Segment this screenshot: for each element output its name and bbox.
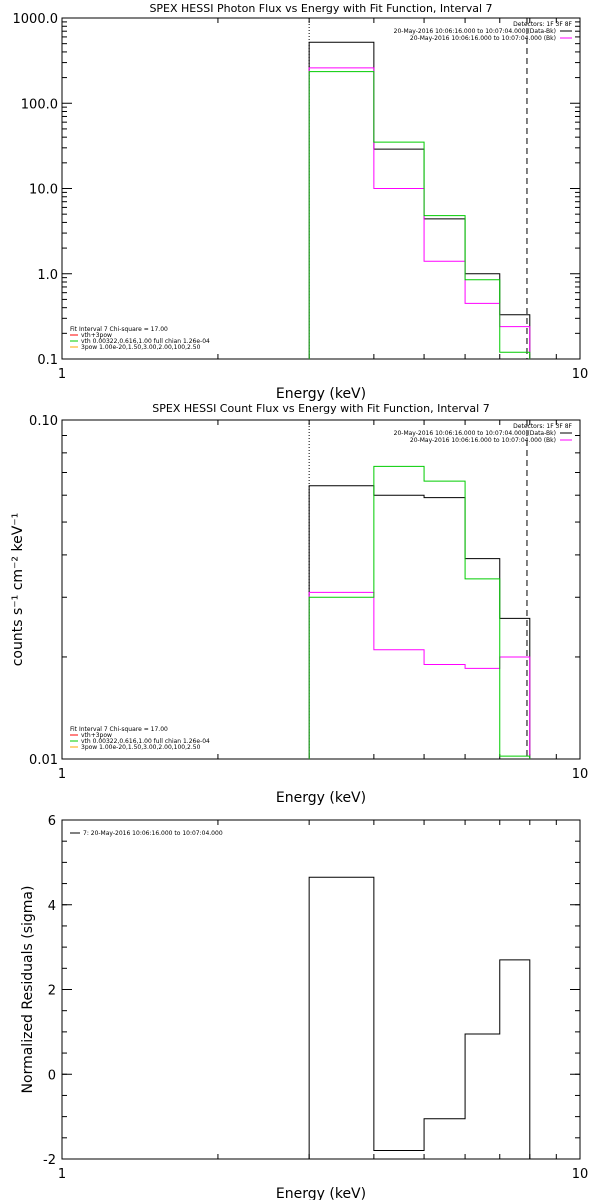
y-tick-label: 0.1: [37, 353, 58, 368]
legend-entry: 20-May-2016 10:06:16.000 to 10:07:04.000…: [410, 35, 556, 42]
y-tick-label: 0.10: [29, 414, 58, 429]
plot-frame: [61, 819, 581, 1160]
chart-panel-1: SPEX HESSI Photon Flux vs Energy with Fi…: [13, 2, 589, 402]
y-tick-label: -2: [43, 1153, 56, 1168]
y-axis-label: Normalized Residuals (sigma): [20, 886, 36, 1094]
legend-entry: 20-May-2016 10:06:16.000 to 10:07:04.000…: [394, 430, 556, 437]
series-line-2: [308, 67, 531, 359]
plot-frame: [61, 17, 581, 360]
legend-entry: 3pow 1.00e-20,1.50,3.00,2.00,100,2.50: [81, 744, 201, 751]
legend-header: Detectors: 1F 3F 8F: [513, 21, 572, 28]
y-tick-label: 1.0: [37, 268, 58, 283]
series-line-1: [308, 485, 531, 759]
plot-frame: [61, 419, 581, 760]
legend-entry: vth 0.00322,0.616,1.00 full chian 1.26e-…: [81, 738, 210, 745]
x-tick-label: 1: [58, 367, 66, 382]
x-axis-label: Energy (keV): [276, 790, 366, 806]
y-tick-label: 4: [48, 899, 56, 914]
legend-entry: 3pow 1.00e-20,1.50,3.00,2.00,100,2.50: [81, 344, 201, 351]
legend-entry: 20-May-2016 10:06:16.000 to 10:07:04.000…: [394, 28, 556, 35]
series-line-1: [308, 876, 531, 1159]
y-tick-label: 2: [48, 984, 56, 999]
y-tick-label: 10.0: [29, 183, 58, 198]
legend-entry: 7: 20-May-2016 10:06:16.000 to 10:07:04.…: [83, 830, 223, 837]
y-tick-label: 0: [48, 1068, 56, 1083]
chart-panel-3: 1 10 Energy (keV) -2 0 2 4 6 Normalized Residual…: [20, 814, 588, 1200]
legend-entry: vth+3pow: [81, 332, 112, 339]
y-tick-label: 1000.0: [13, 12, 59, 27]
x-tick-label: 10: [572, 367, 589, 382]
chart-title: SPEX HESSI Photon Flux vs Energy with Fi…: [149, 2, 492, 15]
legend-entry: 20-May-2016 10:06:16.000 to 10:07:04.000…: [410, 437, 556, 444]
y-tick-label: 0.01: [29, 753, 58, 768]
y-tick-label: 6: [48, 814, 56, 829]
legend-entry: vth 0.00322,0.616,1.00 full chian 1.26e-…: [81, 338, 210, 345]
x-tick-label: 10: [572, 767, 589, 782]
legend-header: Detectors: 1F 3F 8F: [513, 423, 572, 430]
x-tick-label: 1: [58, 767, 66, 782]
y-tick-label: 100.0: [21, 97, 58, 112]
series-line-2: [308, 591, 531, 759]
x-tick-label: 10: [572, 1167, 589, 1182]
legend-entry: vth+3pow: [81, 732, 112, 739]
series-line-3: [308, 71, 531, 359]
x-axis-label: Energy (keV): [276, 386, 366, 402]
x-tick-label: 1: [58, 1167, 66, 1182]
series-line-3: [308, 465, 531, 759]
y-axis-label: counts s⁻¹ cm⁻² keV⁻¹: [10, 513, 26, 667]
chart-title: SPEX HESSI Count Flux vs Energy with Fit…: [152, 402, 489, 415]
series-line-1: [308, 41, 531, 359]
legend-entry: Fit Interval 7 Chi-square = 17.00: [70, 326, 168, 333]
legend-entry: Fit Interval 7 Chi-square = 17.00: [70, 726, 168, 733]
x-axis-label: Energy (keV): [276, 1186, 366, 1200]
chart-panel-2: SPEX HESSI Count Flux vs Energy with Fit…: [10, 402, 588, 806]
